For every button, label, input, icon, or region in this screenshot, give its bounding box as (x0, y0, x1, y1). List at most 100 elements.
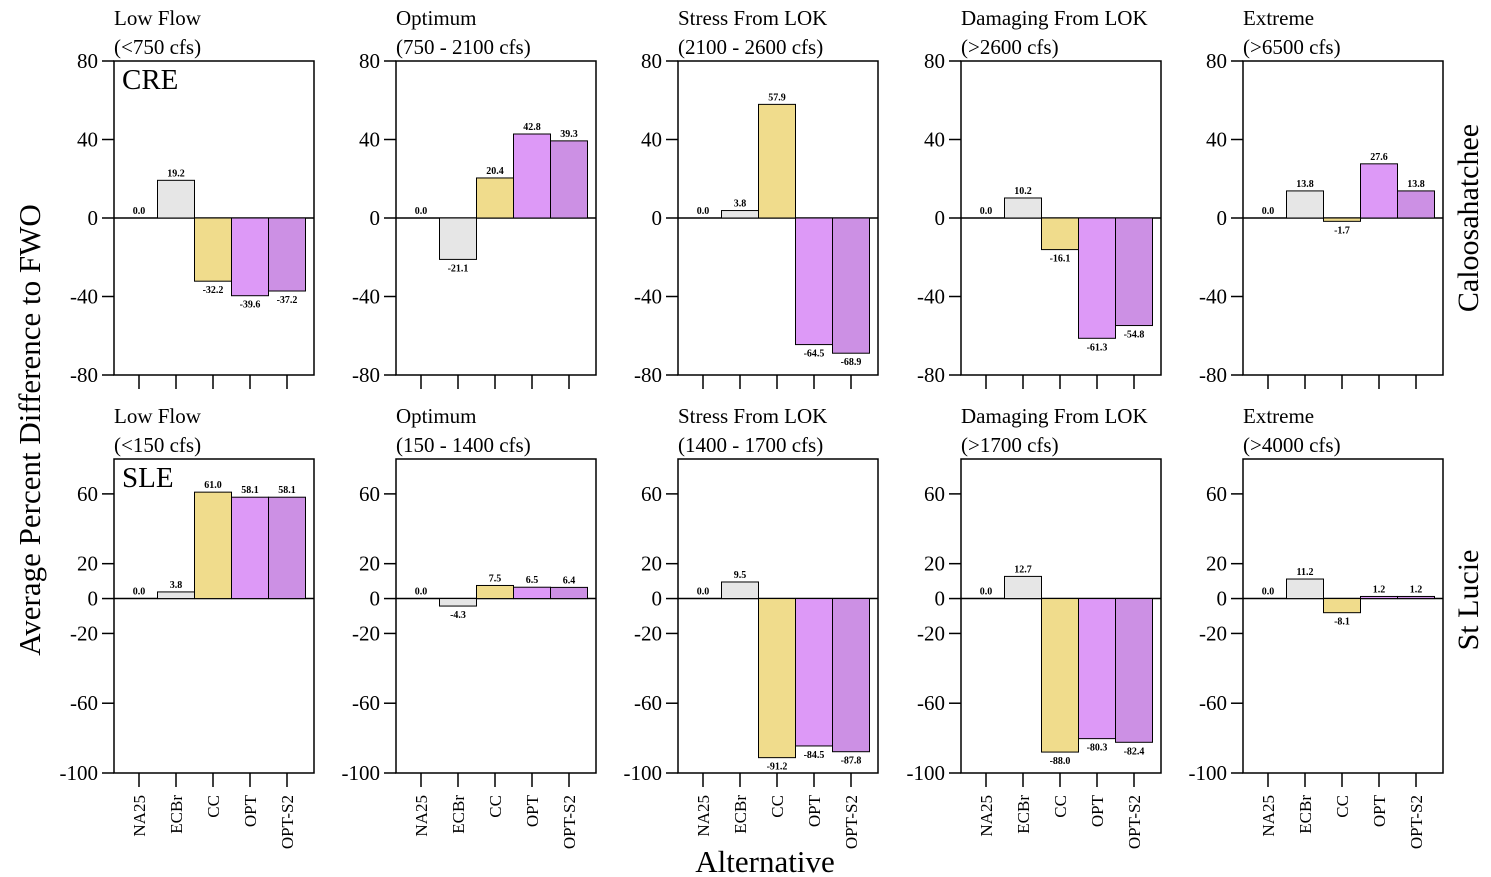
value-label: 12.7 (1014, 564, 1032, 575)
y-tick-label: -40 (917, 285, 945, 309)
panel: Low Flow (<750 cfs) 80 40 0 -40 -80 0.0 19.2 -32.… (70, 6, 315, 389)
panel-subtitle: (>1700 cfs) (961, 433, 1059, 457)
bar (832, 217, 870, 354)
value-label: -87.8 (841, 756, 862, 767)
bar (1360, 163, 1398, 219)
value-label: 27.6 (1370, 152, 1388, 163)
bar (476, 584, 514, 600)
value-label: -32.2 (203, 285, 224, 296)
panel-subtitle: (150 - 1400 cfs) (396, 433, 531, 457)
y-tick-label: -60 (70, 691, 98, 715)
panel-subtitle: (<150 cfs) (114, 433, 201, 457)
panel-subtitle: (2100 - 2600 cfs) (678, 35, 823, 59)
bar (1286, 578, 1324, 600)
y-tick-label: 0 (88, 587, 99, 611)
bar (832, 598, 870, 753)
value-label: -37.2 (277, 295, 298, 306)
value-label: 0.0 (415, 206, 428, 217)
region-tag: SLE (122, 462, 174, 494)
value-label: 58.1 (241, 485, 259, 496)
bar (758, 103, 796, 219)
y-tick-label: -60 (1199, 691, 1227, 715)
value-label: -21.1 (448, 263, 469, 274)
category-label: ECBr (449, 795, 468, 834)
value-label: 0.0 (1262, 587, 1275, 598)
value-label: -16.1 (1050, 254, 1071, 265)
y-tick-label: 20 (1206, 552, 1227, 576)
category-label: OPT (1370, 794, 1389, 827)
y-tick-label: -40 (352, 285, 380, 309)
category-label: OPT-S2 (278, 795, 297, 849)
bar (439, 217, 477, 260)
bar (476, 177, 514, 219)
bar (157, 179, 195, 219)
category-label: NA25 (977, 795, 996, 837)
y-tick-label: 60 (924, 482, 945, 506)
category-label: OPT (1088, 794, 1107, 827)
region-tag: CRE (122, 64, 178, 96)
value-label: 3.8 (170, 580, 183, 591)
value-label: -82.4 (1124, 746, 1145, 757)
value-label: 6.5 (526, 575, 539, 586)
y-tick-label: 40 (641, 128, 662, 152)
value-label: -54.8 (1124, 330, 1145, 341)
value-label: 6.4 (563, 575, 576, 586)
y-tick-label: 20 (77, 552, 98, 576)
plot-frame (1242, 458, 1444, 774)
y-tick-label: -20 (352, 621, 380, 645)
y-tick-label: -100 (1189, 761, 1228, 785)
category-label: NA25 (694, 795, 713, 837)
panel-title: Extreme (1243, 6, 1314, 30)
y-tick-label: 20 (359, 552, 380, 576)
value-label: 1.2 (1373, 584, 1386, 595)
panel-title: Stress From LOK (678, 404, 827, 428)
bar (1115, 217, 1153, 327)
y-tick-label: 0 (935, 587, 946, 611)
y-tick-label: 40 (77, 128, 98, 152)
bar (157, 591, 195, 600)
y-tick-label: -80 (1199, 363, 1227, 387)
bar (1078, 217, 1116, 339)
panel-title: Optimum (396, 404, 477, 428)
bar (1041, 217, 1079, 251)
category-label: ECBr (731, 795, 750, 834)
category-label: NA25 (412, 795, 431, 837)
y-axis-title: Average Percent Difference to FWO (12, 204, 47, 656)
value-label: 0.0 (980, 206, 993, 217)
panel-title: Stress From LOK (678, 6, 827, 30)
panel: Damaging From LOK (>2600 cfs) 80 40 0 -40 -80 0… (917, 6, 1162, 389)
y-tick-label: -40 (1199, 285, 1227, 309)
bar (550, 140, 588, 219)
y-tick-label: -20 (70, 621, 98, 645)
plot-frame (677, 458, 879, 774)
bar (231, 217, 269, 297)
panel: Extreme (>6500 cfs) 80 40 0 -40 -80 0.0 13.8 -1.7… (1199, 6, 1444, 389)
y-tick-label: -100 (342, 761, 381, 785)
value-label: 39.3 (560, 129, 578, 140)
value-label: -68.9 (841, 357, 862, 368)
y-tick-label: -60 (917, 691, 945, 715)
value-label: 13.8 (1407, 179, 1425, 190)
plot-frame (113, 458, 315, 774)
category-label: OPT-S2 (560, 795, 579, 849)
y-tick-label: 80 (359, 49, 380, 73)
y-tick-label: 60 (1206, 482, 1227, 506)
bar (795, 217, 833, 346)
y-tick-label: 0 (1217, 587, 1228, 611)
y-tick-label: 0 (935, 206, 946, 230)
value-label: 57.9 (768, 92, 786, 103)
y-tick-label: 80 (77, 49, 98, 73)
plot-frame (395, 458, 597, 774)
bar (721, 581, 759, 600)
panel-subtitle: (<750 cfs) (114, 35, 201, 59)
panel: Optimum (150 - 1400 cfs) 60 20 0 -20 -60 -100 NA… (342, 404, 597, 849)
category-label: ECBr (1014, 795, 1033, 834)
panel: Extreme (>4000 cfs) 60 20 0 -20 -60 -100 NA25 ECB… (1189, 404, 1444, 849)
bar (1004, 197, 1042, 219)
bar (1323, 598, 1361, 614)
category-label: CC (768, 795, 787, 818)
value-label: 9.5 (734, 570, 747, 581)
bar (513, 133, 551, 219)
panel-title: Low Flow (114, 404, 202, 428)
